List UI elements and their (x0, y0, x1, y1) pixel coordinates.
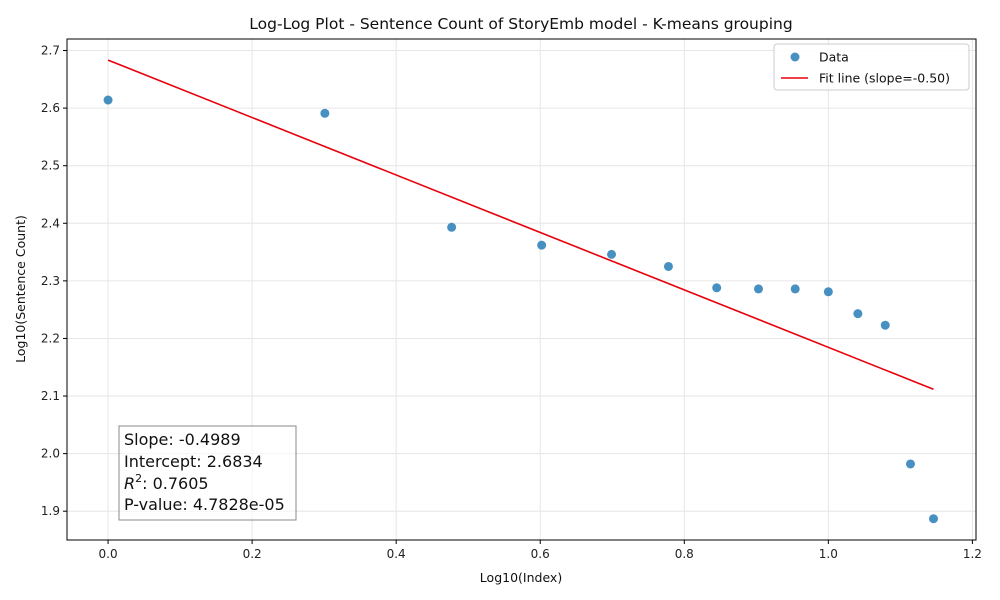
chart-title: Log-Log Plot - Sentence Count of StoryEm… (249, 15, 792, 33)
data-point (853, 309, 863, 319)
data-point (929, 514, 939, 524)
x-tick-label: 0.2 (243, 547, 262, 561)
y-tick-label: 2.5 (41, 159, 60, 173)
legend-label-fit: Fit line (slope=-0.50) (819, 71, 950, 86)
x-tick-label: 0.8 (675, 547, 694, 561)
stats-slope: Slope: -0.4989 (124, 430, 241, 449)
y-tick-label: 2.2 (41, 331, 60, 345)
legend-marker-data (790, 52, 800, 62)
x-tick-label: 1.2 (963, 547, 982, 561)
stats-r-symbol: R (124, 474, 135, 493)
data-point (663, 261, 673, 271)
x-tick-label: 0.0 (99, 547, 118, 561)
x-tick-label: 0.4 (387, 547, 406, 561)
y-tick-label: 1.9 (41, 504, 60, 518)
stats-r-exponent: 2 (135, 472, 142, 485)
y-tick-label: 2.1 (41, 389, 60, 403)
plot-frame (66, 38, 977, 541)
stats-box-frame (118, 425, 297, 521)
data-point (607, 249, 617, 259)
data-point (320, 108, 330, 118)
y-tick-label: 2.3 (41, 274, 60, 288)
data-point (447, 222, 457, 232)
data-point (103, 95, 113, 105)
y-tick-label: 2.7 (41, 44, 60, 58)
data-point (790, 284, 800, 294)
data-point (823, 287, 833, 297)
data-point (753, 284, 763, 294)
data-point (905, 459, 915, 469)
fit-line (107, 59, 934, 391)
x-tick-label: 0.6 (531, 547, 550, 561)
y-tick-label: 2.6 (41, 101, 60, 115)
x-tick-label: 1.0 (819, 547, 838, 561)
legend-box (773, 43, 970, 91)
y-axis-label: Log10(Sentence Count) (13, 215, 28, 363)
x-axis-label: Log10(Index) (480, 570, 562, 585)
stats-r-value: : 0.7605 (142, 474, 208, 493)
data-point (537, 240, 547, 250)
legend: Data Fit line (slope=-0.50) (773, 43, 970, 91)
axis-ticks: 0.0 0.2 0.4 0.6 0.8 1.0 1.2 1.9 2.0 2.1 2.2 2.3 2.4 2… (41, 44, 982, 561)
stats-intercept: Intercept: 2.6834 (124, 452, 263, 471)
stats-r-squared: R2: 0.7605 (124, 472, 209, 493)
data-point (712, 283, 722, 293)
stats-pvalue: P-value: 4.7828e-05 (124, 495, 285, 514)
y-tick-label: 2.4 (41, 216, 60, 230)
data-point (880, 320, 890, 330)
plot-series (103, 59, 939, 524)
legend-label-data: Data (819, 50, 849, 65)
y-tick-label: 2.0 (41, 447, 60, 461)
stats-box: Slope: -0.4989 Intercept: 2.6834 R2: 0.7… (118, 425, 297, 521)
